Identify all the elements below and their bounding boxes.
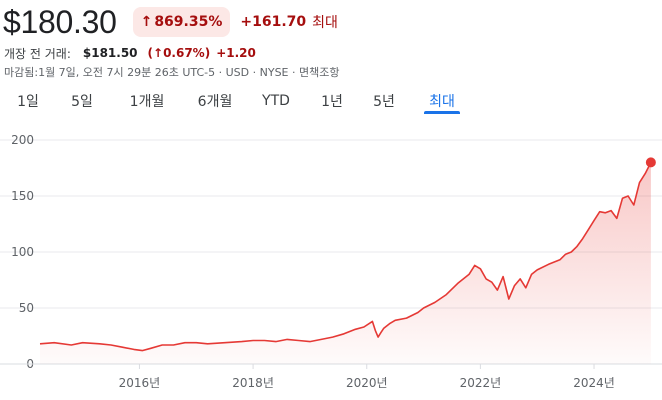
change-amount: +161.70 (240, 14, 307, 30)
tab-label: 1일 (17, 94, 39, 110)
tab-label: YTD (262, 93, 290, 109)
tab-label: 1개월 (129, 94, 165, 110)
tab-label: 5일 (71, 94, 93, 110)
x-tick-label: 2022년 (460, 376, 502, 390)
change-period: 최대 (312, 15, 338, 31)
x-tick-label: 2020년 (346, 376, 388, 390)
tab-5y[interactable]: 5년 (366, 88, 402, 114)
premarket-percent: (↑0.67%) (147, 46, 211, 60)
price-header: $180.30 ↑ 869.35% +161.70 최대 (3, 4, 338, 40)
tab-1y[interactable]: 1년 (314, 88, 350, 114)
y-tick-label: 200 (11, 133, 34, 147)
premarket-label: 개장 전 거래: (4, 46, 71, 61)
last-price-marker (645, 157, 656, 168)
current-price: $180.30 (3, 3, 117, 40)
premarket-row: 개장 전 거래: $181.50 (↑0.67%) +1.20 (4, 44, 256, 62)
tab-label: 1년 (321, 94, 343, 110)
series-line (39, 162, 652, 352)
tab-ytd[interactable]: YTD (256, 88, 296, 114)
range-tabs: 1일 5일 1개월 6개월 YTD 1년 5년 최대 (0, 88, 662, 118)
tab-max[interactable]: 최대 (424, 88, 460, 114)
tab-label: 6개월 (197, 94, 233, 110)
y-tick-label: 100 (11, 245, 34, 259)
market-meta: 마감됨:1월 7일, 오전 7시 29분 26초 UTC-5 · USD · N… (4, 66, 340, 79)
premarket-price: $181.50 (82, 46, 138, 60)
x-tick-label: 2016년 (119, 376, 161, 390)
x-tick-label: 2024년 (573, 376, 615, 390)
y-tick-label: 150 (11, 189, 34, 203)
change-percent: 869.35% (154, 14, 223, 30)
y-tick-label: 50 (19, 301, 34, 315)
tab-6m[interactable]: 6개월 (188, 88, 242, 114)
arrow-up-icon: ↑ (140, 14, 153, 30)
premarket-change: +1.20 (216, 46, 256, 60)
tab-1d[interactable]: 1일 (10, 88, 46, 114)
tab-5d[interactable]: 5일 (62, 88, 102, 114)
active-tab-indicator (424, 111, 460, 114)
price-chart[interactable]: 0 50 100 150 200 2016년 2018년 2020년 2022년 2024년 (0, 126, 662, 400)
tab-1m[interactable]: 1개월 (120, 88, 174, 114)
tab-label: 5년 (373, 94, 395, 110)
change-percent-badge: ↑ 869.35% (132, 7, 231, 37)
series-area-fill (40, 162, 651, 364)
x-tick-label: 2018년 (232, 376, 274, 390)
tab-label: 최대 (429, 94, 455, 110)
